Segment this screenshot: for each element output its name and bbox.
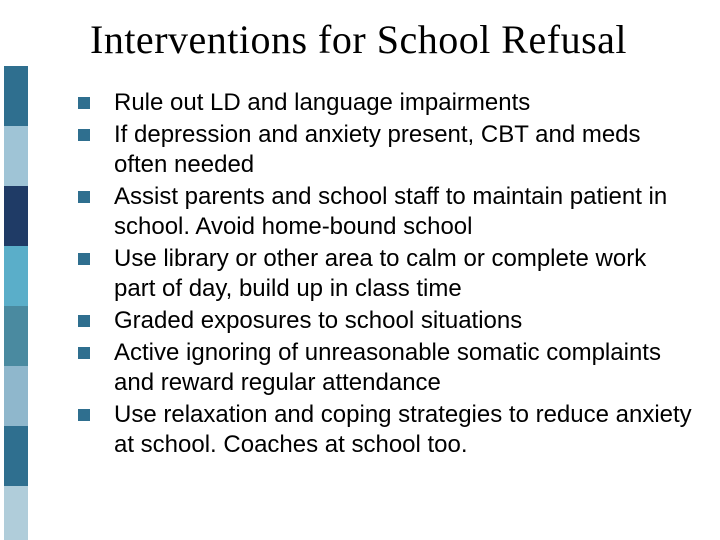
- sidebar-band: [4, 0, 28, 66]
- list-item: Active ignoring of unreasonable somatic …: [76, 338, 692, 398]
- decorative-sidebar: [0, 0, 32, 540]
- square-bullet-icon: [78, 191, 90, 203]
- square-bullet-icon: [78, 129, 90, 141]
- square-bullet-icon: [78, 409, 90, 421]
- square-bullet-icon: [78, 253, 90, 265]
- sidebar-band: [4, 366, 28, 426]
- sidebar-band: [4, 246, 28, 306]
- list-item: Use relaxation and coping strategies to …: [76, 400, 692, 460]
- list-item-text: Active ignoring of unreasonable somatic …: [114, 338, 692, 398]
- square-bullet-icon: [78, 97, 90, 109]
- list-item-text: Use library or other area to calm or com…: [114, 244, 692, 304]
- slide-title: Interventions for School Refusal: [90, 16, 627, 63]
- list-item: Rule out LD and language impairments: [76, 88, 692, 118]
- list-item-text: Rule out LD and language impairments: [114, 88, 692, 118]
- square-bullet-icon: [78, 347, 90, 359]
- bullet-list: Rule out LD and language impairmentsIf d…: [76, 88, 692, 462]
- square-bullet-icon: [78, 315, 90, 327]
- sidebar-band: [4, 66, 28, 126]
- sidebar-band: [4, 486, 28, 540]
- sidebar-band: [4, 126, 28, 186]
- list-item-text: If depression and anxiety present, CBT a…: [114, 120, 692, 180]
- sidebar-band: [4, 426, 28, 486]
- list-item-text: Graded exposures to school situations: [114, 306, 692, 336]
- sidebar-band: [4, 186, 28, 246]
- list-item: Graded exposures to school situations: [76, 306, 692, 336]
- list-item: Use library or other area to calm or com…: [76, 244, 692, 304]
- list-item-text: Assist parents and school staff to maint…: [114, 182, 692, 242]
- sidebar-band: [4, 306, 28, 366]
- list-item: Assist parents and school staff to maint…: [76, 182, 692, 242]
- list-item: If depression and anxiety present, CBT a…: [76, 120, 692, 180]
- list-item-text: Use relaxation and coping strategies to …: [114, 400, 692, 460]
